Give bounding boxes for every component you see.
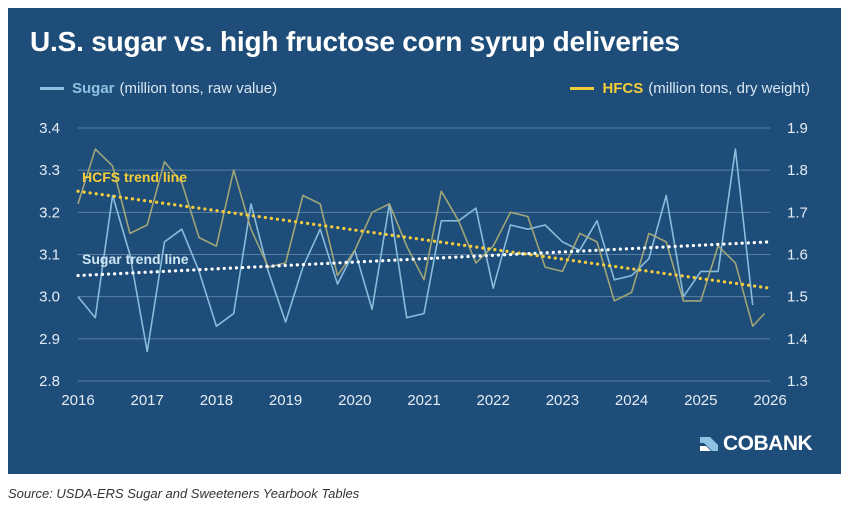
sugar-trend-line bbox=[76, 240, 772, 278]
x-tick-label: 2022 bbox=[477, 392, 510, 409]
cobank-logo: COBANK bbox=[698, 432, 813, 456]
axis-layer: 2.8 1.3 2.9 1.4 3.0 1.5 3.1 1.6 3.2 1.7 3.3 1.8 3.4 1… bbox=[39, 120, 808, 409]
x-tick-label: 2021 bbox=[407, 392, 440, 409]
legend-hfcs-unit: (million tons, dry weight) bbox=[648, 80, 810, 97]
y-left-tick-label: 3.4 bbox=[39, 120, 60, 137]
x-tick-label: 2023 bbox=[546, 392, 579, 409]
legend-sugar-unit: (million tons, raw value) bbox=[119, 80, 278, 97]
legend-sugar-swatch bbox=[40, 87, 64, 90]
legend-hfcs-swatch bbox=[570, 87, 595, 90]
y-right-tick-label: 1.9 bbox=[787, 120, 808, 137]
trend-layer bbox=[76, 189, 772, 290]
grid-layer bbox=[78, 127, 770, 382]
y-right-tick-label: 1.8 bbox=[787, 162, 808, 179]
series-line-sugar bbox=[77, 148, 754, 353]
source-note: Source: USDA-ERS Sugar and Sweeteners Ye… bbox=[8, 486, 360, 501]
y-left-tick-label: 2.9 bbox=[39, 331, 60, 348]
chart-panel bbox=[8, 8, 841, 474]
legend-hfcs: HFCS (million tons, dry weight) bbox=[570, 80, 810, 97]
x-tick-label: 2020 bbox=[338, 392, 371, 409]
y-right-tick-label: 1.6 bbox=[787, 247, 808, 264]
y-right-tick-label: 1.5 bbox=[787, 289, 808, 306]
x-tick-label: 2024 bbox=[615, 392, 648, 409]
cobank-logo-icon bbox=[700, 437, 718, 451]
x-tick-label: 2017 bbox=[131, 392, 164, 409]
y-right-tick-label: 1.7 bbox=[787, 204, 808, 221]
x-tick-label: 2019 bbox=[269, 392, 302, 409]
sugar-trend-label: Sugar trend line bbox=[82, 251, 189, 267]
hfcs-trend-line bbox=[76, 189, 772, 290]
x-tick-label: 2025 bbox=[684, 392, 717, 409]
chart-title: U.S. sugar vs. high fructose corn syrup … bbox=[30, 26, 680, 57]
legend-sugar-name: Sugar bbox=[72, 80, 115, 97]
y-left-tick-label: 2.8 bbox=[39, 373, 60, 390]
y-left-tick-label: 3.1 bbox=[39, 247, 60, 264]
x-tick-label: 2018 bbox=[200, 392, 233, 409]
y-right-tick-label: 1.3 bbox=[787, 373, 808, 390]
y-left-tick-label: 3.2 bbox=[39, 204, 60, 221]
cobank-logo-text: COBANK bbox=[723, 432, 813, 455]
y-left-tick-label: 3.3 bbox=[39, 162, 60, 179]
series-layer bbox=[77, 148, 766, 353]
y-right-tick-label: 1.4 bbox=[787, 331, 808, 348]
x-tick-label: 2026 bbox=[753, 392, 786, 409]
hfcs-trend-label: HCFS trend line bbox=[82, 169, 187, 185]
legend-hfcs-name: HFCS bbox=[602, 80, 644, 97]
series-line-hfcs bbox=[77, 148, 766, 328]
y-left-tick-label: 3.0 bbox=[39, 289, 60, 306]
legend-sugar: Sugar (million tons, raw value) bbox=[40, 80, 277, 97]
x-tick-label: 2016 bbox=[61, 392, 94, 409]
